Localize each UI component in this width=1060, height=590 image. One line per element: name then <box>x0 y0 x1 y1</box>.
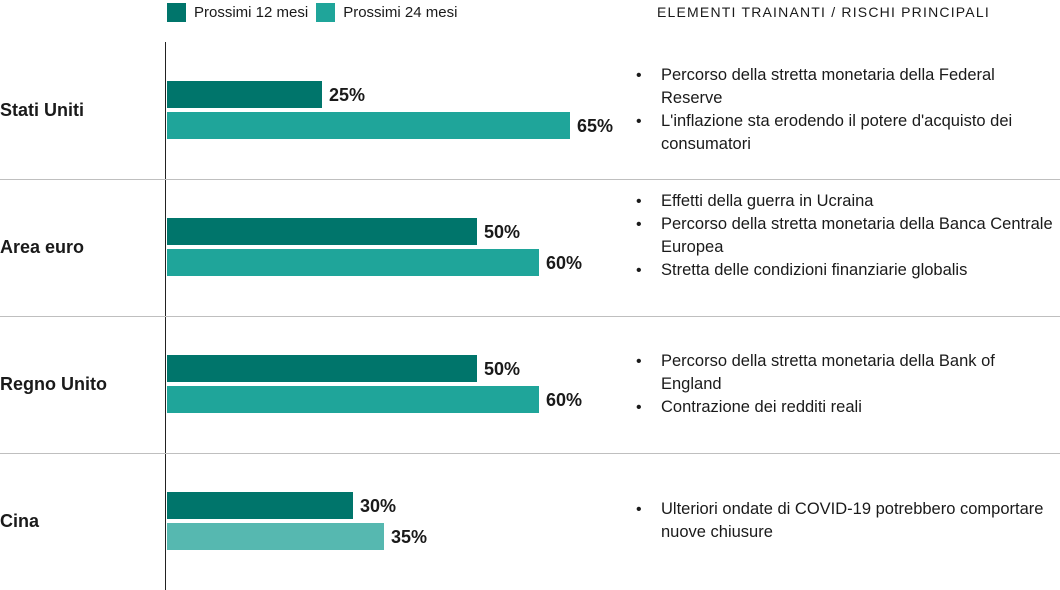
driver-item: • Ulteriori ondate di COVID-19 potrebbero… <box>636 498 1056 544</box>
bar-24-mesi <box>167 386 539 413</box>
driver-text: Ulteriori ondate di COVID-19 potrebbero … <box>661 500 1044 541</box>
drivers-list: • Effetti della guerra in Ucraina • Percors… <box>636 190 1056 282</box>
bar-24-mesi <box>167 249 539 276</box>
bar-value-label: 50% <box>484 222 521 242</box>
driver-item: • Contrazione dei redditi reali <box>636 396 1056 419</box>
drivers-heading: ELEMENTI TRAINANTI / RISCHI PRINCIPALI <box>657 4 990 20</box>
driver-item: • Stretta delle condizioni finanziarie gl… <box>636 259 1056 282</box>
region-label: Regno Unito <box>0 374 107 394</box>
row-divider <box>0 453 1060 454</box>
legend-label: Prossimi 24 mesi <box>343 3 458 21</box>
chart-row: Stati Uniti 25% 65% • Percorso della stretta… <box>0 42 1060 178</box>
region-label: Area euro <box>0 237 85 257</box>
bar-12-mesi <box>167 81 322 108</box>
legend-swatch <box>167 2 186 22</box>
bar-value-label: 30% <box>360 496 397 516</box>
bar-12-mesi <box>167 492 353 519</box>
legend-swatch <box>316 2 336 22</box>
chart-row: Area euro 50% 60% • Effetti della guerra in … <box>0 179 1060 315</box>
driver-text: Effetti della guerra in Ucraina <box>661 192 874 210</box>
driver-item: • Percorso della stretta monetaria della … <box>636 350 1056 396</box>
bar-value-label: 35% <box>391 527 428 547</box>
driver-text: L'inflazione sta erodendo il potere d'ac… <box>661 112 1013 153</box>
bullet-icon: • <box>636 399 642 416</box>
region-label: Stati Uniti <box>0 100 84 120</box>
drivers-list: • Percorso della stretta monetaria della … <box>636 64 1056 156</box>
bullet-icon: • <box>636 216 642 233</box>
bullet-icon: • <box>636 67 642 84</box>
bullet-icon: • <box>636 501 642 518</box>
bar-24-mesi <box>167 112 570 139</box>
driver-text: Contrazione dei redditi reali <box>661 398 862 416</box>
row-divider <box>0 179 1060 180</box>
bar-12-mesi <box>167 355 477 382</box>
bar-24-mesi <box>167 523 384 550</box>
bullet-icon: • <box>636 193 642 210</box>
chart-row: Regno Unito 50% 60% • Percorso della stretta… <box>0 316 1060 452</box>
legend-item: Prossimi 12 mesi <box>167 2 309 22</box>
driver-item: • Percorso della stretta monetaria della … <box>636 213 1056 259</box>
chart-row: Cina 30% 35% • Ulteriori ondate di COVID-19 … <box>0 453 1060 589</box>
bar-12-mesi <box>167 218 477 245</box>
bar-value-label: 60% <box>546 253 583 273</box>
driver-item: • Effetti della guerra in Ucraina <box>636 190 1056 213</box>
bullet-icon: • <box>636 262 642 279</box>
driver-text: Percorso della stretta monetaria della B… <box>661 215 1053 256</box>
drivers-list: • Percorso della stretta monetaria della … <box>636 350 1056 419</box>
legend-item: Prossimi 24 mesi <box>316 2 458 22</box>
bar-value-label: 50% <box>484 359 521 379</box>
row-divider <box>0 316 1060 317</box>
bullet-icon: • <box>636 353 642 370</box>
driver-item: • L'inflazione sta erodendo il potere d'a… <box>636 110 1056 156</box>
bar-value-label: 25% <box>329 85 366 105</box>
region-label: Cina <box>0 511 40 531</box>
driver-item: • Percorso della stretta monetaria della … <box>636 64 1056 110</box>
bullet-icon: • <box>636 113 642 130</box>
driver-text: Percorso della stretta monetaria della F… <box>661 66 995 107</box>
driver-text: Stretta delle condizioni finanziarie glo… <box>661 261 968 279</box>
drivers-list: • Ulteriori ondate di COVID-19 potrebbero… <box>636 498 1056 544</box>
driver-text: Percorso della stretta monetaria della B… <box>661 352 995 393</box>
chart-legend: Prossimi 12 mesi Prossimi 24 mesi <box>167 2 465 22</box>
bar-value-label: 60% <box>546 390 583 410</box>
bar-value-label: 65% <box>577 116 614 136</box>
legend-label: Prossimi 12 mesi <box>194 3 309 21</box>
